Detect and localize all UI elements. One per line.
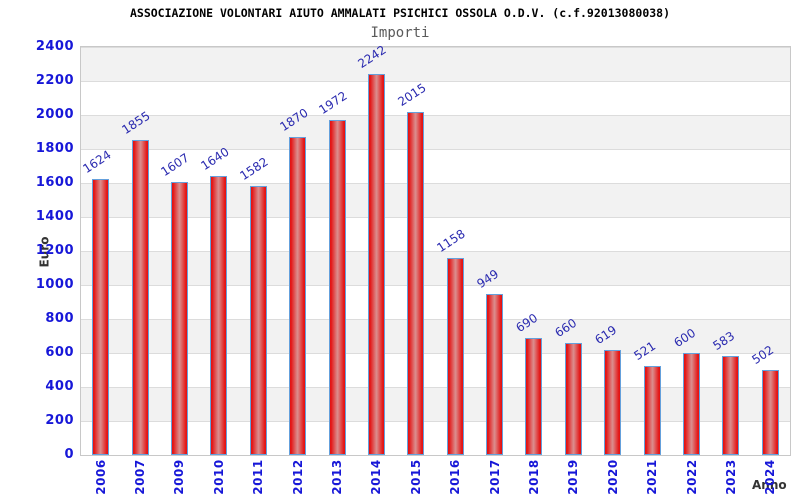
bar (249, 186, 267, 455)
x-tick-label: 2017 (487, 459, 502, 495)
bar (761, 369, 779, 455)
bar (446, 258, 464, 455)
y-tick-label: 2400 (35, 39, 74, 54)
y-tick-label: 2200 (35, 73, 74, 88)
y-tick-label: 1200 (35, 243, 74, 258)
bar (170, 181, 188, 455)
y-tick-label: 200 (45, 413, 74, 428)
y-tick-label: 400 (45, 379, 74, 394)
bar (525, 337, 543, 455)
x-tick-label: 2022 (684, 459, 699, 495)
chart-subtitle: Importi (370, 25, 430, 41)
chart-title: ASSOCIAZIONE VOLONTARI AIUTO AMMALATI PS… (129, 6, 671, 20)
x-tick-label: 2009 (172, 459, 187, 495)
bar (643, 366, 661, 455)
bar (486, 293, 504, 455)
bar (210, 176, 228, 455)
x-tick-label: 2024 (763, 459, 778, 495)
x-tick-label: 2010 (211, 459, 226, 495)
x-tick-label: 2011 (251, 459, 266, 495)
x-tick-label: 2006 (93, 459, 108, 495)
bar (564, 342, 582, 455)
bar (367, 73, 385, 455)
plot-area (80, 46, 791, 456)
bar (407, 112, 425, 455)
x-tick-label: 2015 (408, 459, 423, 495)
bar (328, 119, 346, 455)
x-tick-label: 2016 (448, 459, 463, 495)
y-tick-label: 600 (45, 345, 74, 360)
x-tick-label: 2023 (723, 459, 738, 495)
y-tick-label: 1400 (35, 209, 74, 224)
y-tick-label: 2000 (35, 107, 74, 122)
y-tick-label: 0 (64, 447, 74, 462)
bar (92, 178, 110, 455)
bar (683, 353, 701, 455)
bar (289, 137, 307, 455)
x-tick-label: 2021 (645, 459, 660, 495)
bar (131, 139, 149, 455)
bar (722, 355, 740, 455)
x-tick-label: 2018 (526, 459, 541, 495)
y-tick-label: 800 (45, 311, 74, 326)
x-tick-label: 2013 (330, 459, 345, 495)
x-axis-label: Anno (752, 478, 787, 492)
bar (604, 349, 622, 455)
x-tick-label: 2020 (605, 459, 620, 495)
y-tick-label: 1000 (35, 277, 74, 292)
y-tick-label: 1800 (35, 141, 74, 156)
x-tick-label: 2019 (566, 459, 581, 495)
x-tick-label: 2012 (290, 459, 305, 495)
x-tick-label: 2014 (369, 459, 384, 495)
x-tick-label: 2007 (133, 459, 148, 495)
y-tick-label: 1600 (35, 175, 74, 190)
